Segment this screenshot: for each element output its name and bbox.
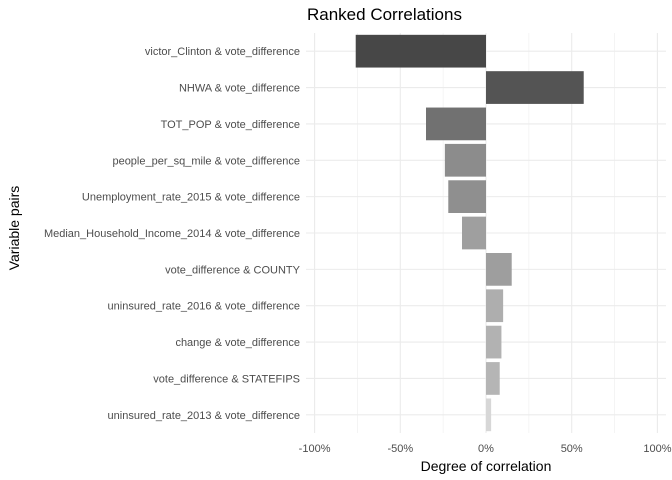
x-tick-label: -50%: [387, 443, 413, 455]
chart-title: Ranked Correlations: [307, 5, 462, 24]
y-tick-labels: victor_Clinton & vote_difference NHWA & v…: [44, 46, 301, 422]
bars: [355, 34, 584, 432]
bar: [426, 107, 486, 141]
bar: [486, 325, 502, 359]
y-tick-label: vote_difference & COUNTY: [165, 264, 301, 276]
y-axis-title: Variable pairs: [6, 186, 22, 271]
bar: [486, 362, 500, 395]
x-tick-label: 50%: [561, 443, 583, 455]
y-tick-label: victor_Clinton & vote_difference: [145, 46, 300, 58]
bar: [486, 289, 504, 323]
bar: [462, 216, 486, 250]
y-tick-label: Unemployment_rate_2015 & vote_difference: [82, 192, 300, 204]
y-tick-label: uninsured_rate_2016 & vote_difference: [108, 301, 300, 313]
x-axis-title: Degree of correlation: [421, 458, 552, 474]
y-tick-label: change & vote_difference: [175, 337, 300, 349]
bar: [355, 34, 486, 68]
y-tick-label: people_per_sq_mile & vote_difference: [112, 155, 300, 167]
bar: [444, 143, 486, 177]
y-tick-label: Median_Household_Income_2014 & vote_diff…: [44, 228, 300, 240]
bar: [486, 71, 584, 104]
y-tick-label: TOT_POP & vote_difference: [161, 119, 300, 131]
x-tick-label: 0%: [478, 443, 494, 455]
x-tick-labels: -100% -50% 0% 50% 100%: [299, 443, 672, 455]
y-tick-label: uninsured_rate_2013 & vote_difference: [108, 410, 300, 422]
bar: [448, 180, 486, 213]
y-tick-label: vote_difference & STATEFIPS: [153, 373, 300, 385]
y-tick-label: NHWA & vote_difference: [179, 83, 300, 95]
bar: [486, 398, 492, 432]
bar: [486, 253, 512, 286]
x-tick-label: 100%: [643, 443, 671, 455]
x-tick-label: -100%: [299, 443, 331, 455]
